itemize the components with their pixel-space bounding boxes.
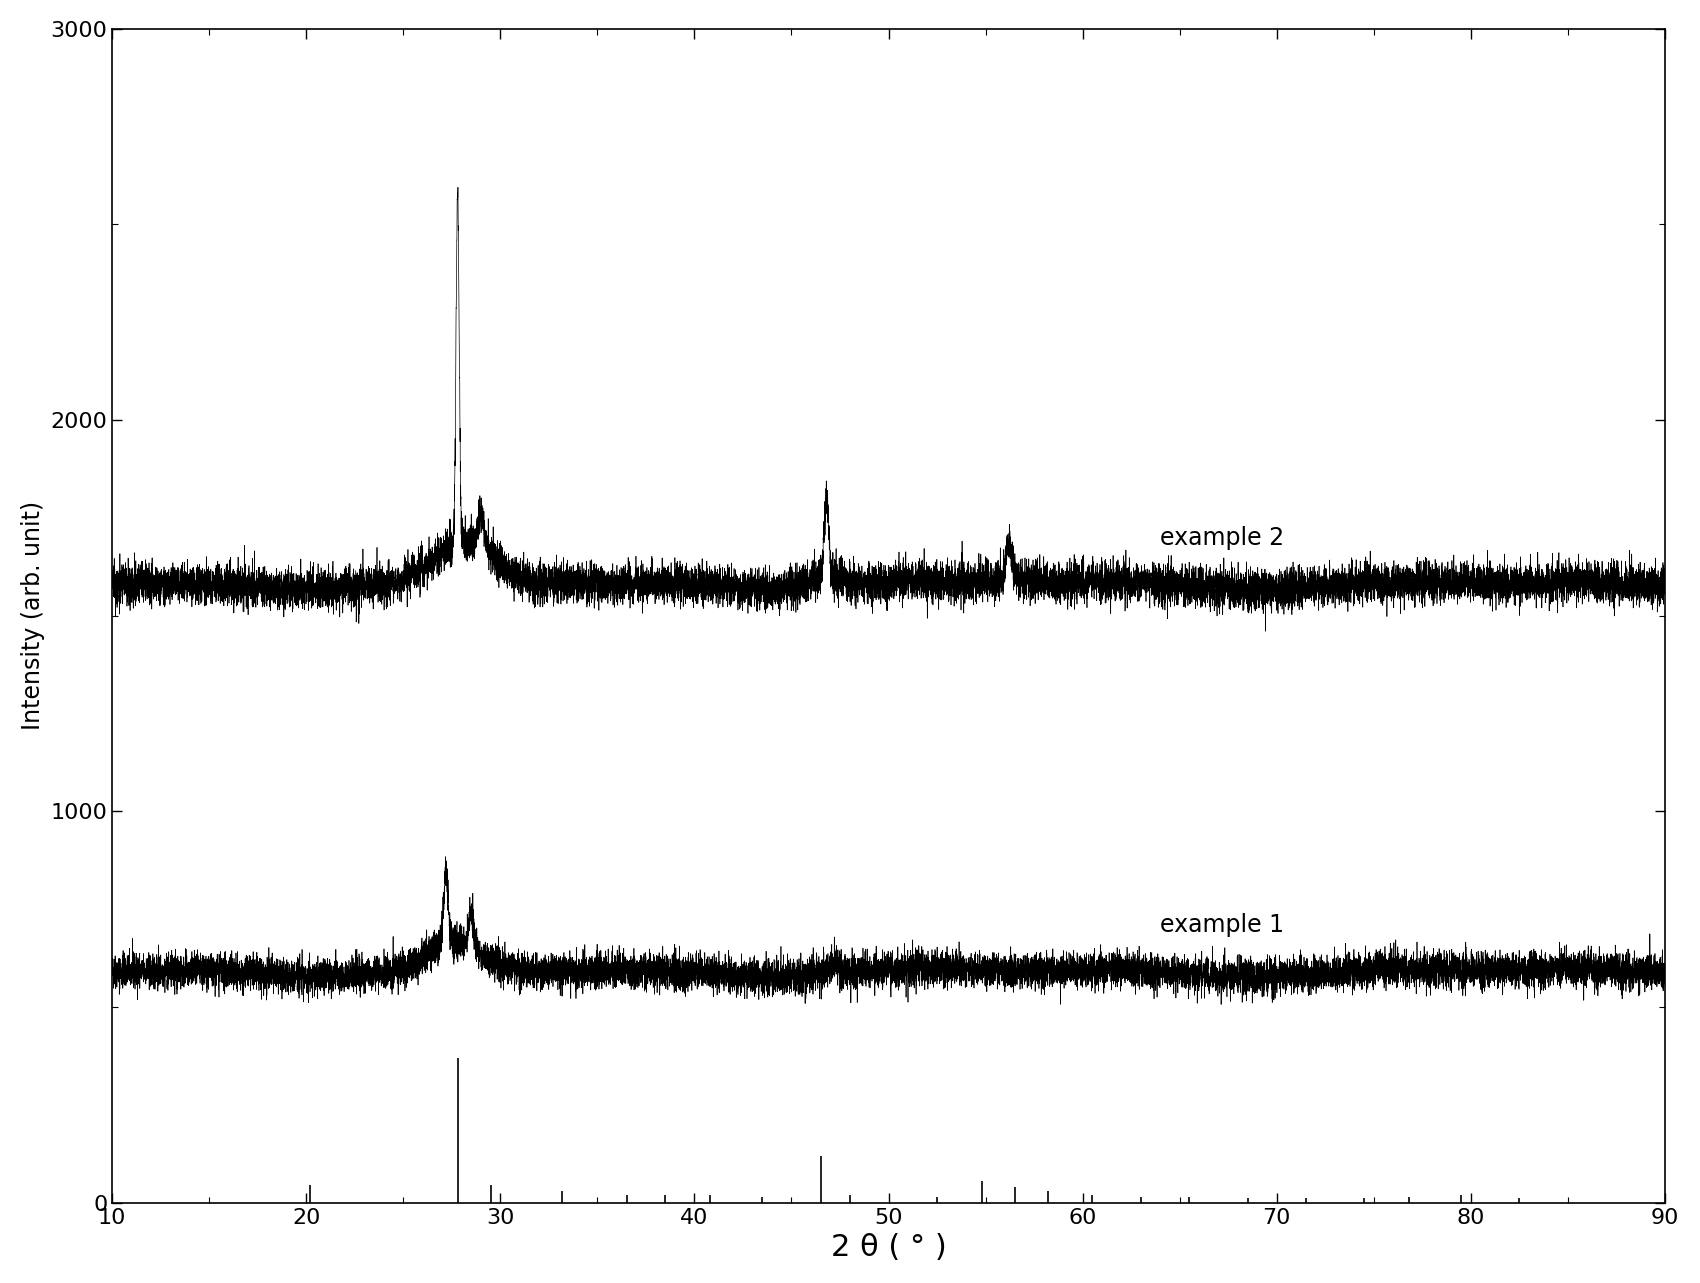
Text: example 2: example 2 <box>1161 526 1285 549</box>
X-axis label: 2 θ ( ° ): 2 θ ( ° ) <box>831 1233 947 1262</box>
Y-axis label: Intensity (arb. unit): Intensity (arb. unit) <box>20 502 44 730</box>
Text: example 1: example 1 <box>1161 913 1284 937</box>
